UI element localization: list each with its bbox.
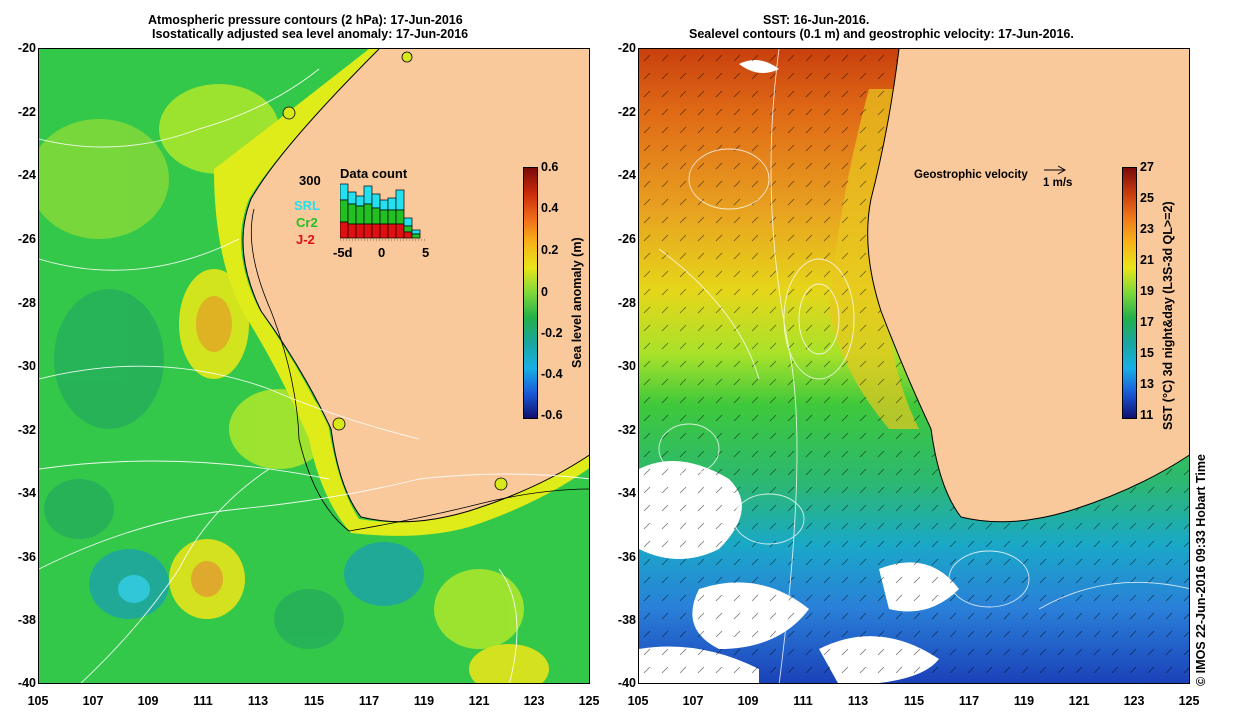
left-ytick: -24	[17, 168, 36, 182]
left-ytick: -36	[17, 550, 36, 564]
left-cb-tick-2: 0.2	[541, 243, 559, 257]
left-ytick: -40	[17, 676, 36, 690]
right-ytick: -34	[617, 486, 636, 500]
velocity-scale-label: 1 m/s	[1043, 177, 1073, 189]
left-title-line2: Isostatically adjusted sea level anomaly…	[152, 27, 469, 41]
left-colorbar-label: Sea level anomaly (m)	[570, 237, 584, 368]
right-ytick: -32	[617, 423, 636, 437]
velocity-legend-label: Geostrophic velocity	[914, 169, 1028, 181]
right-colorbar-label: SST (°C) 3d night&day (L3S-3d QL>=2)	[1161, 201, 1175, 430]
right-cb-tick-2: 23	[1140, 222, 1154, 236]
right-xtick: 123	[1123, 694, 1145, 708]
right-xtick: 115	[903, 694, 925, 708]
right-cb-tick-3: 21	[1140, 253, 1154, 267]
left-xtick: 123	[523, 694, 545, 708]
left-ytick: -20	[17, 41, 36, 55]
right-cb-tick-1: 25	[1140, 191, 1154, 205]
right-ytick: -30	[617, 359, 636, 373]
inset-xtick-0: -5d	[333, 245, 353, 260]
right-cb-tick-4: 19	[1140, 284, 1154, 298]
inset-legend-cr2: Cr2	[296, 215, 318, 230]
right-xtick: 117	[958, 694, 980, 708]
right-xtick: 119	[1013, 694, 1035, 708]
credit-text: © IMOS 22-Jun-2016 09:33 Hobart Time	[1194, 454, 1208, 686]
right-ytick: -38	[617, 613, 636, 627]
inset-histogram	[340, 182, 428, 244]
right-ytick: -28	[617, 296, 636, 310]
left-ytick: -22	[17, 105, 36, 119]
left-map	[38, 48, 590, 684]
left-xtick: 117	[358, 694, 380, 708]
right-cb-tick-5: 17	[1140, 315, 1154, 329]
right-xtick: 109	[737, 694, 759, 708]
right-ytick: -40	[617, 676, 636, 690]
right-ytick: -24	[617, 168, 636, 182]
left-xtick: 115	[303, 694, 325, 708]
left-title-line1: Atmospheric pressure contours (2 hPa): 1…	[148, 13, 463, 27]
velocity-arrow-icon	[1044, 164, 1068, 176]
inset-xtick-2: 5	[422, 245, 430, 260]
inset-max-label: 300	[299, 173, 321, 188]
left-cb-tick-3: 0	[541, 285, 548, 299]
right-ytick: -26	[617, 232, 636, 246]
right-cb-tick-8: 11	[1140, 408, 1154, 422]
right-xtick: 107	[682, 694, 704, 708]
left-ytick: -38	[17, 613, 36, 627]
left-xtick: 121	[468, 694, 490, 708]
inset-xtick-1: 0	[378, 245, 386, 260]
right-ytick: -20	[617, 41, 636, 55]
left-ytick: -32	[17, 423, 36, 437]
left-cb-tick-1: 0.4	[541, 201, 559, 215]
left-colorbar	[523, 167, 538, 419]
left-xtick: 113	[247, 694, 269, 708]
right-cb-tick-6: 15	[1140, 346, 1154, 360]
left-xtick: 119	[413, 694, 435, 708]
right-xtick: 121	[1068, 694, 1090, 708]
inset-legend-j2: J-2	[296, 232, 315, 247]
right-xtick: 113	[847, 694, 869, 708]
right-ytick: -36	[617, 550, 636, 564]
inset-title: Data count	[340, 166, 408, 181]
right-map	[638, 48, 1190, 684]
left-cb-tick-5: -0.4	[541, 367, 563, 381]
left-xtick: 111	[193, 694, 213, 708]
right-xtick: 111	[793, 694, 813, 708]
left-xtick: 107	[82, 694, 104, 708]
right-ytick: -22	[617, 105, 636, 119]
right-colorbar	[1122, 167, 1137, 419]
left-xtick: 109	[137, 694, 159, 708]
left-xtick: 105	[27, 694, 49, 708]
right-title-line1: SST: 16-Jun-2016.	[763, 13, 870, 27]
right-xtick: 105	[627, 694, 649, 708]
right-xtick: 125	[1178, 694, 1200, 708]
left-cb-tick-6: -0.6	[541, 408, 563, 422]
right-cb-tick-7: 13	[1140, 377, 1154, 391]
right-cb-tick-0: 27	[1140, 160, 1154, 174]
left-cb-tick-4: -0.2	[541, 326, 563, 340]
left-ytick: -30	[17, 359, 36, 373]
left-ytick: -28	[17, 296, 36, 310]
inset-legend-srl: SRL	[294, 198, 320, 213]
right-title-line2: Sealevel contours (0.1 m) and geostrophi…	[689, 27, 1074, 41]
left-ytick: -26	[17, 232, 36, 246]
left-cb-tick-0: 0.6	[541, 160, 559, 174]
left-ytick: -34	[17, 486, 36, 500]
left-xtick: 125	[578, 694, 600, 708]
